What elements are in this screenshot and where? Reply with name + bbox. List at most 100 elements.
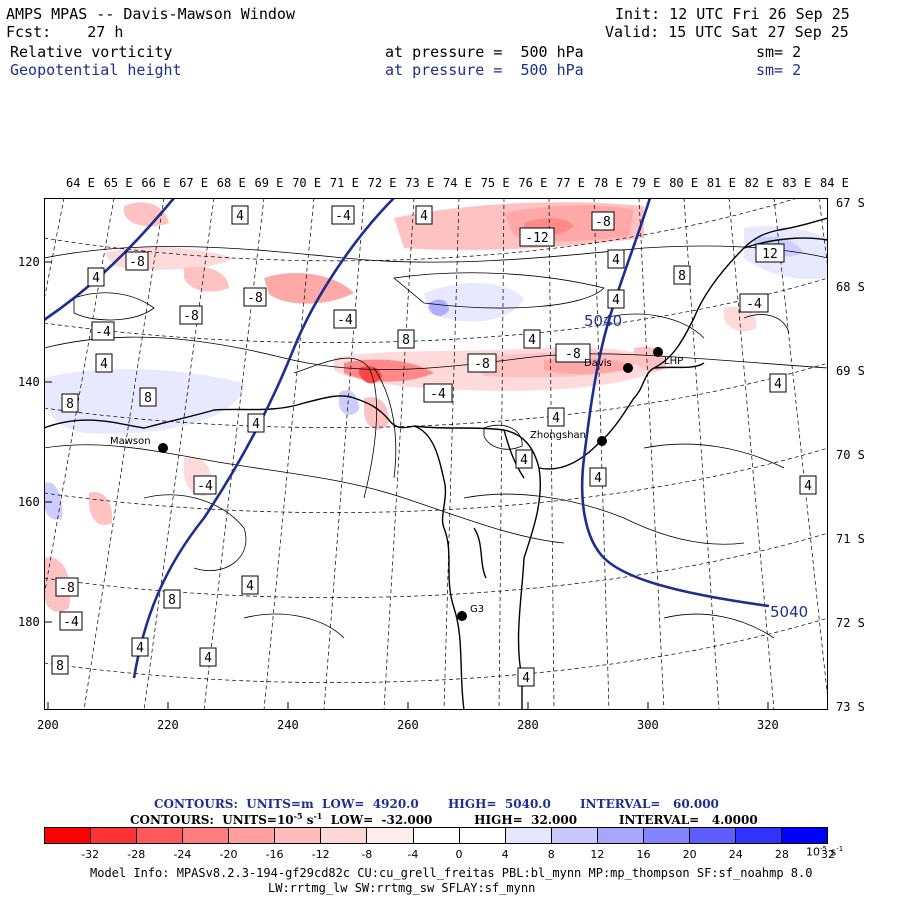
svg-text:4: 4 <box>612 253 620 268</box>
height-label-upper: 5040 <box>584 312 622 330</box>
vorticity-contour-legend: CONTOURS: UNITS=10-5 s-1 LOW= -32.000 HI… <box>130 811 758 827</box>
longitude-label: 79 E <box>631 176 661 190</box>
longitude-label: 65 E <box>103 176 133 190</box>
plot-title: AMPS MPAS -- Davis-Mawson Window <box>6 5 295 23</box>
colorbar-cell <box>597 828 644 843</box>
svg-text:4: 4 <box>520 453 528 468</box>
plot-frame <box>44 198 828 710</box>
station-label-zhongshan: Zhongshan <box>530 430 586 441</box>
plot-background <box>44 198 828 710</box>
svg-text:4: 4 <box>236 209 244 224</box>
longitude-label: 71 E <box>329 176 359 190</box>
latitude-label: 68 S <box>836 280 865 294</box>
svg-text:-8: -8 <box>595 215 611 230</box>
colorbar-cell <box>689 828 736 843</box>
longitude-label: 81 E <box>706 176 736 190</box>
svg-text:8: 8 <box>678 269 686 284</box>
station-label-g3: G3 <box>470 604 484 615</box>
station-label-lhp: LHP <box>664 356 683 367</box>
svg-text:4: 4 <box>612 293 620 308</box>
svg-text:4: 4 <box>774 377 782 392</box>
svg-text:4: 4 <box>522 671 530 686</box>
station-lhp: LHP <box>653 347 683 367</box>
station-mawson: Mawson <box>110 436 168 453</box>
colorbar-tick-label: 24 <box>728 848 743 861</box>
svg-text:-12: -12 <box>525 231 548 246</box>
field2-level: at pressure = 500 hPa <box>385 61 584 79</box>
map-grid <box>44 198 828 710</box>
y-axis-label: 140 <box>18 375 40 389</box>
colorbar-tick-label: -16 <box>265 848 284 861</box>
station-zhongshan: Zhongshan <box>530 430 607 446</box>
svg-text:-4: -4 <box>337 313 353 328</box>
field1-level: at pressure = 500 hPa <box>385 43 584 61</box>
svg-text:-8: -8 <box>247 291 263 306</box>
forecast-hour: Fcst: 27 h <box>6 23 124 41</box>
latitude-label: 72 S <box>836 616 865 630</box>
height-contour-legend: CONTOURS: UNITS=m LOW= 4920.0 HIGH= 5040… <box>154 797 719 811</box>
colorbar-tick-label: -4 <box>407 848 419 861</box>
longitude-label: 84 E <box>820 176 849 190</box>
colorbar-cell <box>275 828 322 843</box>
station-markers: Mawson Davis Zhongshan LHP G3 <box>110 347 683 621</box>
model-info-line2: LW:rrtmg_lw SW:rrtmg_sw SFLAY:sf_mynn <box>268 881 536 895</box>
field1-smoothing: sm= 2 <box>756 43 802 61</box>
svg-text:8: 8 <box>144 391 152 406</box>
colorbar-tick-label: -32 <box>81 848 100 861</box>
longitude-label: 76 E <box>518 176 548 190</box>
longitude-label: 83 E <box>782 176 812 190</box>
x-axis-label: 300 <box>637 718 659 732</box>
svg-text:-4: -4 <box>63 615 79 630</box>
svg-text:-8: -8 <box>565 347 581 362</box>
svg-text:-8: -8 <box>59 581 75 596</box>
colorbar-cell <box>413 828 460 843</box>
longitude-label: 82 E <box>744 176 774 190</box>
map-plot: 4 -4 4 -12 -8 -8 4 -8 -8 -4 4 -4 8 4 -8 … <box>44 198 828 710</box>
svg-text:4: 4 <box>528 333 536 348</box>
colorbar-tick-label: -28 <box>127 848 146 861</box>
field2-name: Geopotential height <box>10 61 182 79</box>
station-label-mawson: Mawson <box>110 436 151 447</box>
svg-text:4: 4 <box>204 651 212 666</box>
colorbar-cell <box>782 828 828 843</box>
svg-text:4: 4 <box>420 209 428 224</box>
latitude-label: 71 S <box>836 532 865 546</box>
station-davis: Davis <box>584 358 633 373</box>
x-axis-label: 280 <box>517 718 539 732</box>
longitude-label: 78 E <box>593 176 623 190</box>
longitude-label: 66 E <box>141 176 171 190</box>
longitude-label: 72 E <box>367 176 397 190</box>
x-axis-label: 200 <box>37 718 59 732</box>
colorbar-cell <box>643 828 690 843</box>
longitude-label: 77 E <box>556 176 585 190</box>
svg-text:8: 8 <box>56 659 64 674</box>
colorbar-cell <box>735 828 782 843</box>
svg-text:4: 4 <box>594 471 602 486</box>
y-axis-label: 160 <box>18 495 40 509</box>
longitude-label: 73 E <box>405 176 435 190</box>
longitude-label: 75 E <box>480 176 510 190</box>
station-label-davis: Davis <box>584 358 612 369</box>
colorbar-cell <box>367 828 414 843</box>
valid-time: Valid: 15 UTC Sat 27 Sep 25 <box>605 23 849 41</box>
svg-text:-4: -4 <box>197 479 213 494</box>
colorbar-cell <box>137 828 184 843</box>
svg-text:8: 8 <box>168 593 176 608</box>
svg-text:-8: -8 <box>129 255 145 270</box>
longitude-label: 68 E <box>216 176 246 190</box>
coastline <box>44 217 828 710</box>
longitude-label: 64 E <box>66 176 95 190</box>
x-axis-label: 260 <box>397 718 419 732</box>
svg-text:-4: -4 <box>335 209 351 224</box>
latitude-label: 73 S <box>836 700 865 714</box>
colorbar-tick-label: 32 <box>821 848 835 861</box>
svg-text:4: 4 <box>252 417 260 432</box>
colorbar-tick-label: 28 <box>774 848 789 861</box>
colorbar-tick-label: -24 <box>173 848 192 861</box>
svg-text:4: 4 <box>100 357 108 372</box>
colorbar-cell <box>321 828 368 843</box>
svg-text:8: 8 <box>402 333 410 348</box>
station-g3: G3 <box>457 604 484 621</box>
colorbar-tick-label: 20 <box>682 848 697 861</box>
latitude-label: 69 S <box>836 364 865 378</box>
